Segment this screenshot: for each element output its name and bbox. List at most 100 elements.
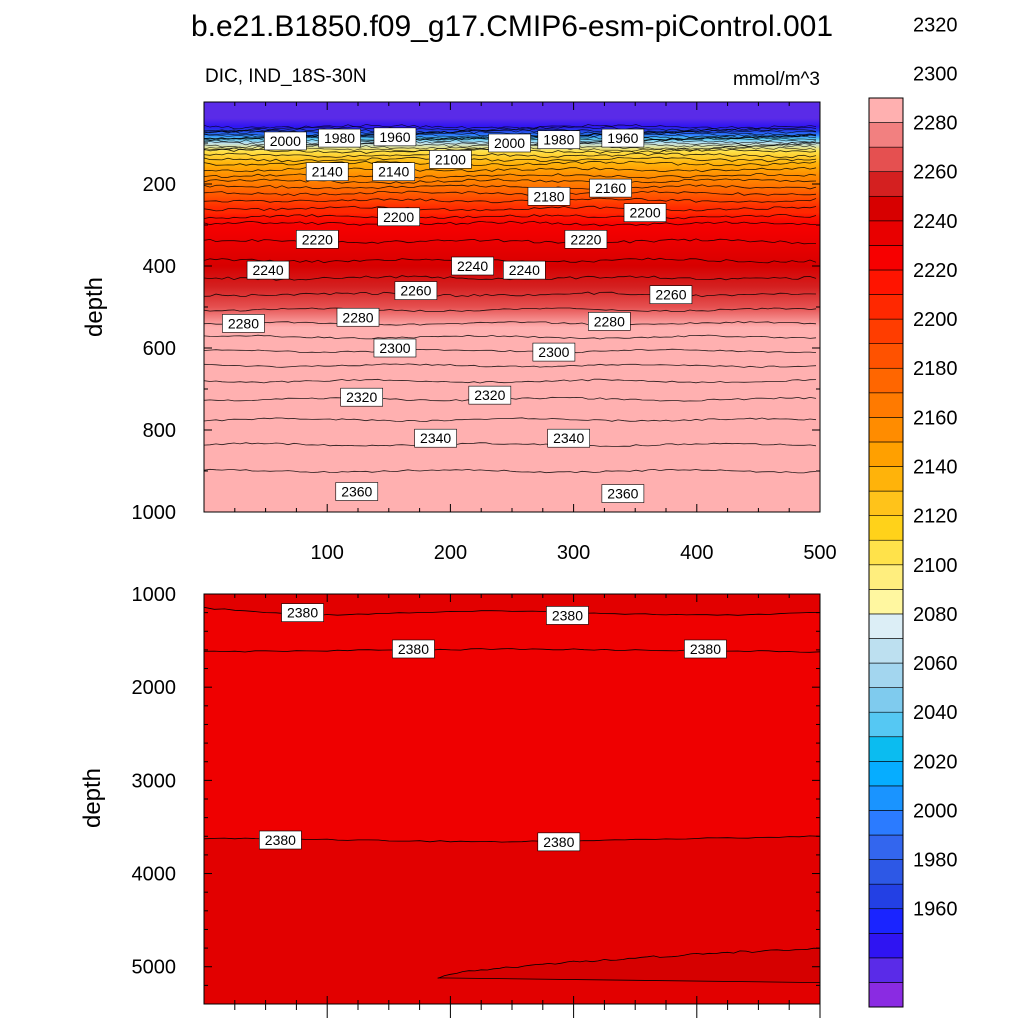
contour-label-text: 2380 (552, 607, 583, 623)
contour-line (204, 275, 817, 281)
y-tick-label: 3000 (132, 770, 177, 792)
contour-label-box (546, 606, 589, 625)
contour-label-box (503, 260, 546, 280)
colorbar-swatch (868, 367, 904, 394)
contour-label-box (318, 128, 361, 148)
contour-label: 2380 (392, 639, 435, 659)
contour-label-text: 2360 (341, 484, 372, 500)
colorbar-swatch (868, 883, 904, 910)
colorbar-swatch (868, 859, 904, 885)
contour-label-box (246, 260, 290, 280)
contour-line (204, 334, 817, 340)
contour-line (204, 442, 817, 447)
contour-label: 1980 (537, 130, 581, 150)
contour-label-text: 2280 (594, 313, 625, 329)
bottom-panel-ticks: 1000 2000 3000 4000 5000 (132, 584, 821, 1018)
contour-label-box (281, 603, 324, 622)
contour-label: 2180 (527, 187, 571, 206)
y-tick-label: 600 (143, 338, 176, 360)
contour-label: 2340 (414, 428, 457, 448)
contour-line (204, 321, 817, 326)
contour-label-text: 2240 (457, 258, 488, 274)
contour-label-text: 1960 (379, 129, 410, 145)
top-panel-ylabel: depth (81, 277, 108, 337)
contour-label-box (305, 162, 349, 181)
colorbar-swatch (868, 589, 904, 615)
bottom-panel-bands (204, 594, 820, 1004)
contour-label-box (377, 207, 420, 227)
contour-label-text: 2380 (690, 641, 721, 657)
contour-label: 1980 (318, 128, 361, 148)
colorbar-tick-label: 2180 (913, 358, 958, 380)
contour-line (204, 348, 817, 354)
top-panel-ticks: 100 200 300 400 500 200 400 600 800 1000 (132, 102, 837, 564)
colorbar-swatch (868, 490, 904, 516)
contour-label-text: 2240 (252, 262, 283, 278)
contour-label: 2280 (336, 307, 380, 327)
colorbar-swatch (868, 318, 904, 344)
contour-label-text: 2340 (553, 430, 584, 446)
colorbar-swatch (868, 711, 904, 738)
y-tick-label: 4000 (132, 864, 177, 886)
contour-label: 2260 (394, 281, 438, 300)
colorbar-frame (868, 97, 904, 1008)
contour-label-box (296, 230, 339, 249)
colorbar-swatch (868, 539, 904, 566)
contour-label-text: 1980 (324, 130, 355, 146)
contour-label-box (527, 187, 571, 206)
colorbar-tick-label: 2220 (913, 260, 958, 282)
contour-label-box (588, 312, 631, 331)
colorbar-swatch (868, 195, 904, 222)
contour-label: 2000 (264, 131, 307, 151)
contour-label-box (264, 131, 307, 151)
contour-label: 2240 (503, 260, 546, 280)
x-tick-label: 500 (803, 542, 836, 564)
contour-label-box (373, 127, 417, 147)
colorbar-tick-label: 2160 (913, 407, 958, 429)
contour-label: 2280 (222, 314, 265, 333)
contour-label: 2100 (429, 150, 472, 169)
contour-label-text: 2360 (607, 486, 638, 502)
contour-label: 2200 (377, 207, 420, 227)
contour-label: 2280 (588, 312, 631, 331)
colorbar-swatch (868, 515, 904, 541)
contour-label-box (336, 307, 380, 327)
contour-label-box (623, 203, 667, 222)
contour-label-box (394, 281, 438, 300)
contour-label-box (488, 133, 531, 153)
contour-label-text: 2320 (346, 389, 377, 405)
colorbar-tick-label: 2120 (913, 506, 958, 528)
colorbar-swatch (868, 392, 904, 418)
contour-label-text: 2220 (570, 231, 601, 247)
contour-label: 2000 (488, 133, 531, 153)
x-tick-label: 300 (557, 542, 590, 564)
colorbar-tick-label: 2020 (913, 751, 958, 773)
contour-label-text: 1960 (607, 130, 638, 146)
y-tick-label: 400 (143, 256, 176, 278)
contour-label-text: 2380 (398, 641, 429, 657)
y-tick-label: 200 (143, 174, 176, 196)
contour-label-box (468, 385, 512, 405)
colorbar-tick-label: 2280 (913, 113, 958, 135)
colorbar-swatch (868, 908, 904, 934)
deep-field-wedge (437, 947, 820, 984)
contour-label: 2200 (623, 203, 667, 222)
contour-label-text: 2220 (302, 231, 333, 247)
contour-label: 2340 (547, 428, 590, 448)
contour-label-box (340, 387, 383, 407)
contour-label: 2220 (296, 230, 339, 249)
contour-label-text: 2380 (287, 605, 318, 621)
contour-line (204, 378, 817, 384)
y-tick-label: 800 (143, 420, 176, 442)
contour-label: 2380 (684, 639, 727, 659)
colorbar-swatch (868, 97, 904, 123)
colorbar-swatch (868, 146, 904, 173)
y-tick-label: 1000 (132, 584, 177, 606)
colorbar-swatch (868, 564, 904, 590)
contour-label-text: 2160 (595, 180, 626, 196)
contour-label: 1960 (373, 127, 417, 147)
contour-label-box (429, 150, 472, 169)
colorbar-tick-label: 2260 (913, 162, 958, 184)
top-panel-left-title: DIC, IND_18S-30N (205, 66, 367, 87)
contour-label: 2300 (373, 338, 417, 358)
